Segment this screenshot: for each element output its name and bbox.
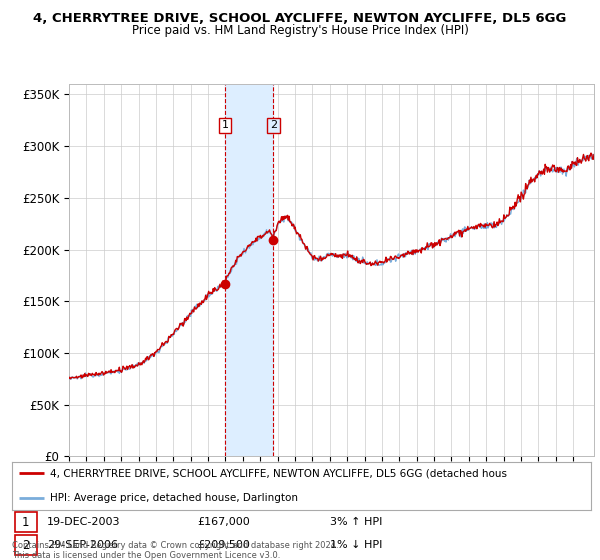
Text: HPI: Average price, detached house, Darlington: HPI: Average price, detached house, Darl… xyxy=(50,493,298,503)
Text: 1% ↓ HPI: 1% ↓ HPI xyxy=(331,540,383,550)
Text: £209,500: £209,500 xyxy=(197,540,250,550)
Text: 2: 2 xyxy=(270,120,277,130)
Text: 19-DEC-2003: 19-DEC-2003 xyxy=(47,517,120,527)
Text: 4, CHERRYTREE DRIVE, SCHOOL AYCLIFFE, NEWTON AYCLIFFE, DL5 6GG: 4, CHERRYTREE DRIVE, SCHOOL AYCLIFFE, NE… xyxy=(34,12,566,25)
Bar xyxy=(15,535,37,556)
Text: 1: 1 xyxy=(22,516,29,529)
Text: 2: 2 xyxy=(22,539,29,552)
Text: Contains HM Land Registry data © Crown copyright and database right 2024.
This d: Contains HM Land Registry data © Crown c… xyxy=(12,540,338,560)
Text: 1: 1 xyxy=(221,120,229,130)
Text: 4, CHERRYTREE DRIVE, SCHOOL AYCLIFFE, NEWTON AYCLIFFE, DL5 6GG (detached hous: 4, CHERRYTREE DRIVE, SCHOOL AYCLIFFE, NE… xyxy=(50,468,506,478)
Text: £167,000: £167,000 xyxy=(197,517,250,527)
Text: 3% ↑ HPI: 3% ↑ HPI xyxy=(331,517,383,527)
Bar xyxy=(15,512,37,533)
Bar xyxy=(225,84,273,456)
Text: 29-SEP-2006: 29-SEP-2006 xyxy=(47,540,118,550)
Text: Price paid vs. HM Land Registry's House Price Index (HPI): Price paid vs. HM Land Registry's House … xyxy=(131,24,469,36)
